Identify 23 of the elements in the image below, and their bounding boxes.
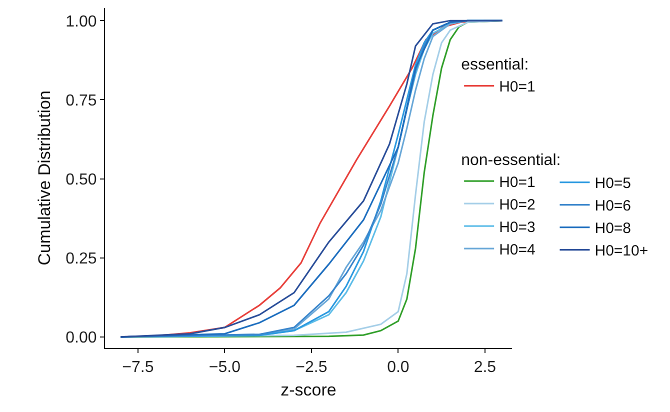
x-axis-title: z-score: [280, 380, 336, 400]
y-tick-label: 0.50: [66, 171, 97, 188]
legend-label: H0=2: [499, 196, 536, 214]
y-axis-title: Cumulative Distribution: [35, 90, 54, 266]
x-tick-label: −7.5: [122, 359, 154, 376]
legend-label: H0=1: [499, 174, 536, 191]
legend-label: H0=5: [594, 175, 632, 192]
y-tick-label: 1.00: [66, 13, 97, 30]
x-tick-label: 2.5: [474, 359, 496, 376]
x-tick-label: −5.0: [208, 359, 241, 376]
y-tick-label: 0.25: [66, 250, 97, 268]
annotation: essential:: [461, 56, 529, 74]
legend-label: H0=4: [499, 241, 536, 258]
x-tick-label: 0.0: [387, 359, 410, 376]
legend-label: H0=8: [594, 220, 632, 238]
annotation: non-essential:: [461, 152, 561, 169]
y-tick-label: 0.00: [66, 330, 97, 347]
legend-label: H0=6: [594, 198, 632, 215]
legend-label: H0=3: [499, 218, 536, 236]
legend-label: H0=1: [499, 78, 536, 96]
y-tick-label: 0.75: [66, 92, 97, 110]
legend-label: H0=10+: [594, 242, 648, 260]
x-tick-label: −2.5: [296, 359, 328, 376]
